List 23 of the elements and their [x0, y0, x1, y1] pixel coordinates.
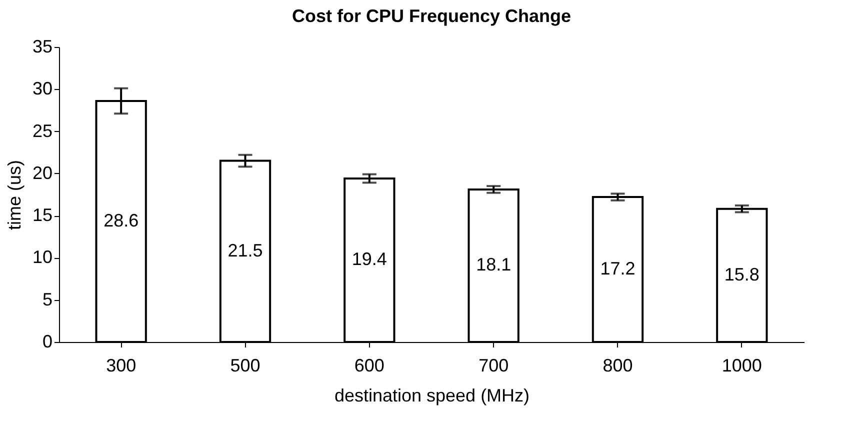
y-tick-label: 35: [32, 36, 52, 56]
x-axis-title: destination speed (MHz): [334, 386, 530, 406]
x-tick-label: 1000: [722, 356, 762, 376]
y-tick-label: 25: [32, 120, 52, 141]
y-tick-label: 15: [32, 205, 52, 226]
y-axis-title: time (us): [4, 160, 24, 230]
x-tick-label: 800: [602, 356, 633, 376]
x-tick-label: 500: [230, 356, 260, 376]
x-tick-label: 700: [478, 356, 509, 376]
x-tick-label: 600: [354, 356, 384, 376]
y-tick-label: 10: [32, 247, 52, 268]
chart-title: Cost for CPU Frequency Change: [292, 6, 572, 26]
y-tick-label: 20: [32, 162, 52, 183]
data-label: 18.1: [476, 254, 512, 275]
y-tick-label: 0: [42, 332, 52, 352]
data-label: 17.2: [600, 258, 636, 279]
data-label: 19.4: [352, 249, 387, 270]
y-tick-label: 5: [42, 289, 52, 310]
y-tick-label: 30: [32, 78, 52, 99]
data-label: 28.6: [104, 210, 139, 230]
data-label: 21.5: [228, 240, 263, 260]
x-tick-label: 300: [106, 356, 136, 376]
data-label: 15.8: [724, 264, 760, 284]
